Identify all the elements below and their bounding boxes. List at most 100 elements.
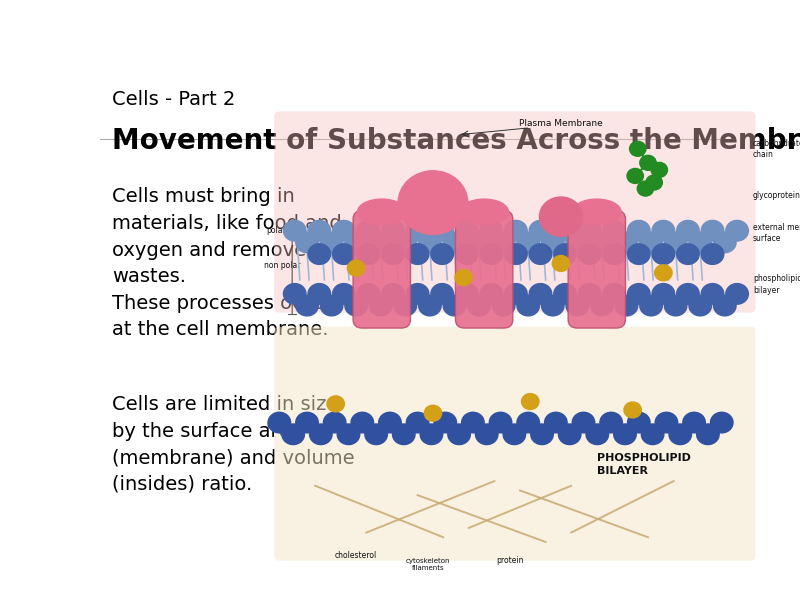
Text: polar: polar [266, 420, 286, 429]
Circle shape [566, 295, 589, 316]
Circle shape [420, 424, 442, 445]
Circle shape [642, 424, 664, 445]
Circle shape [327, 396, 344, 412]
Circle shape [418, 295, 441, 316]
Circle shape [357, 244, 380, 265]
Circle shape [320, 295, 343, 316]
Circle shape [542, 232, 564, 253]
Circle shape [345, 295, 367, 316]
Circle shape [406, 244, 429, 265]
Circle shape [393, 424, 415, 445]
Circle shape [296, 412, 318, 433]
Circle shape [424, 405, 442, 421]
Circle shape [357, 220, 380, 241]
Circle shape [333, 284, 355, 304]
Circle shape [624, 402, 642, 418]
Circle shape [455, 284, 478, 304]
Circle shape [310, 424, 332, 445]
Circle shape [492, 232, 515, 253]
Circle shape [710, 412, 733, 433]
Text: polar: polar [266, 226, 286, 235]
Circle shape [590, 232, 613, 253]
Circle shape [370, 232, 392, 253]
Circle shape [462, 412, 484, 433]
Circle shape [345, 232, 367, 253]
Circle shape [614, 424, 636, 445]
Circle shape [603, 220, 626, 241]
Circle shape [308, 220, 330, 241]
Circle shape [323, 412, 346, 433]
Circle shape [338, 424, 360, 445]
Text: cytoskeleton
filaments: cytoskeleton filaments [406, 558, 450, 571]
Circle shape [333, 244, 355, 265]
Circle shape [530, 220, 552, 241]
Circle shape [431, 220, 454, 241]
Circle shape [443, 232, 466, 253]
Circle shape [398, 171, 468, 235]
Text: Plasma Membrane: Plasma Membrane [519, 119, 603, 128]
Circle shape [552, 256, 570, 271]
Text: PHOSPHOLIPID
BILAYER: PHOSPHOLIPID BILAYER [597, 453, 690, 476]
Circle shape [677, 220, 699, 241]
Ellipse shape [358, 199, 406, 225]
FancyBboxPatch shape [568, 211, 626, 328]
Circle shape [627, 220, 650, 241]
Circle shape [530, 244, 552, 265]
Circle shape [652, 244, 674, 265]
Circle shape [308, 244, 330, 265]
Circle shape [640, 232, 662, 253]
Circle shape [669, 424, 691, 445]
Circle shape [308, 284, 330, 304]
Circle shape [431, 284, 454, 304]
Circle shape [572, 412, 594, 433]
Circle shape [654, 265, 672, 281]
Circle shape [652, 220, 674, 241]
Circle shape [455, 220, 478, 241]
Circle shape [603, 244, 626, 265]
Circle shape [702, 284, 724, 304]
FancyBboxPatch shape [274, 112, 755, 313]
Circle shape [333, 220, 355, 241]
FancyBboxPatch shape [353, 211, 410, 328]
Circle shape [480, 220, 502, 241]
Circle shape [651, 163, 667, 178]
Circle shape [282, 424, 305, 445]
Circle shape [615, 295, 638, 316]
Circle shape [689, 232, 711, 253]
Circle shape [431, 244, 454, 265]
Circle shape [677, 284, 699, 304]
Circle shape [370, 295, 392, 316]
Circle shape [443, 295, 466, 316]
Circle shape [406, 220, 429, 241]
Circle shape [627, 169, 643, 184]
Circle shape [522, 394, 539, 409]
Circle shape [382, 220, 404, 241]
Text: These processes occur
at the cell membrane.: These processes occur at the cell membra… [112, 294, 334, 339]
Text: protein: protein [496, 556, 523, 565]
Circle shape [578, 244, 601, 265]
Circle shape [406, 412, 429, 433]
Circle shape [677, 244, 699, 265]
Text: cholesterol: cholesterol [335, 551, 378, 560]
Circle shape [630, 142, 646, 156]
Circle shape [545, 412, 567, 433]
Ellipse shape [573, 199, 621, 225]
Circle shape [320, 232, 343, 253]
Text: external membrane
surface: external membrane surface [753, 223, 800, 243]
Circle shape [530, 424, 554, 445]
Text: carbohydrate
chain: carbohydrate chain [753, 139, 800, 159]
Circle shape [640, 295, 662, 316]
Circle shape [646, 175, 662, 190]
Text: phospholipid
bilayer: phospholipid bilayer [753, 274, 800, 295]
Circle shape [505, 220, 527, 241]
Circle shape [517, 232, 539, 253]
Circle shape [468, 232, 490, 253]
Circle shape [530, 284, 552, 304]
Circle shape [689, 295, 711, 316]
Text: Movement of Substances Across the Membrane: Movement of Substances Across the Membra… [112, 127, 800, 155]
Circle shape [554, 244, 576, 265]
Circle shape [702, 244, 724, 265]
Circle shape [714, 232, 736, 253]
Circle shape [357, 284, 380, 304]
Circle shape [475, 424, 498, 445]
